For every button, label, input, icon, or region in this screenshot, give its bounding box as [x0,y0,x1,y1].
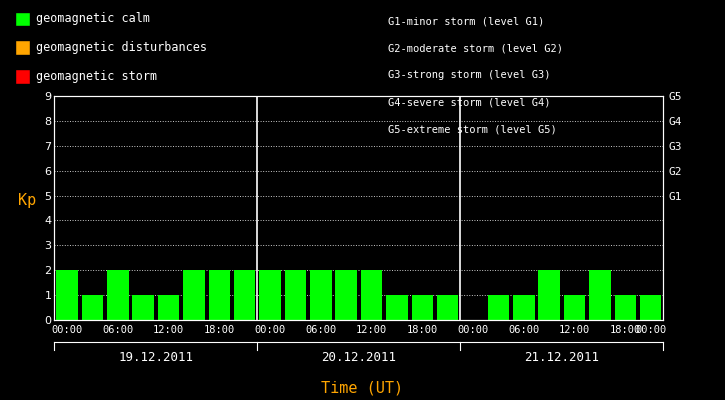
Text: G2-moderate storm (level G2): G2-moderate storm (level G2) [388,43,563,53]
Text: geomagnetic storm: geomagnetic storm [36,70,157,83]
Bar [82,295,103,320]
Bar [539,270,560,320]
Bar [234,270,255,320]
Bar [285,270,306,320]
Bar [386,295,407,320]
Bar [488,295,509,320]
Text: geomagnetic disturbances: geomagnetic disturbances [36,41,207,54]
Bar [412,295,433,320]
Text: G4-severe storm (level G4): G4-severe storm (level G4) [388,98,550,108]
Bar [589,270,610,320]
Bar [183,270,204,320]
Bar [640,295,661,320]
Text: 20.12.2011: 20.12.2011 [321,351,397,364]
Bar [361,270,382,320]
Text: G1-minor storm (level G1): G1-minor storm (level G1) [388,16,544,26]
Y-axis label: Kp: Kp [18,193,36,208]
Text: G5-extreme storm (level G5): G5-extreme storm (level G5) [388,125,557,135]
Text: 19.12.2011: 19.12.2011 [118,351,194,364]
Bar [564,295,585,320]
Bar [260,270,281,320]
Bar [57,270,78,320]
Bar [336,270,357,320]
Bar [437,295,458,320]
Text: G3-strong storm (level G3): G3-strong storm (level G3) [388,70,550,80]
Text: 21.12.2011: 21.12.2011 [524,351,600,364]
Text: geomagnetic calm: geomagnetic calm [36,12,150,25]
Bar [107,270,128,320]
Bar [513,295,534,320]
Bar [133,295,154,320]
Bar [310,270,331,320]
Bar [615,295,636,320]
Text: Time (UT): Time (UT) [321,380,404,396]
Bar [209,270,230,320]
Bar [158,295,179,320]
